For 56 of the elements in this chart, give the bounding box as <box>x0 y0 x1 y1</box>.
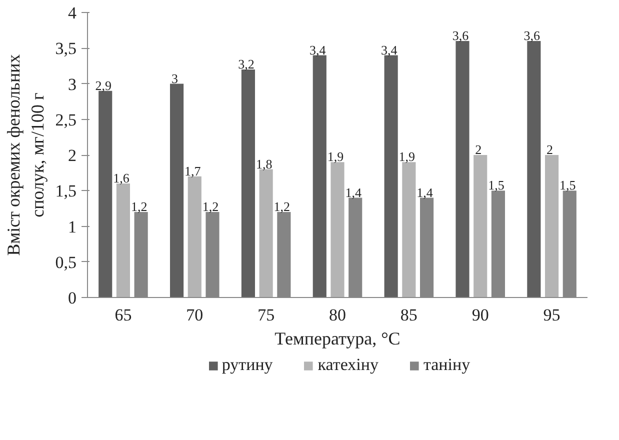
y-axis-title: Вміст окремих фенольних сполук, мг/100 г <box>3 54 48 256</box>
x-tick-label: 80 <box>329 306 346 324</box>
bar <box>241 70 255 298</box>
data-label: 1,2 <box>130 199 148 214</box>
x-tick-label: 85 <box>400 306 418 324</box>
y-tick-label: 3 <box>68 74 76 94</box>
bar <box>98 90 112 298</box>
data-label: 2 <box>546 142 554 157</box>
bar <box>384 55 398 298</box>
x-tick-label: 90 <box>472 306 489 324</box>
data-label: 3,6 <box>452 28 470 43</box>
bar <box>474 155 488 298</box>
data-label: 2 <box>475 142 482 157</box>
data-label: 1,4 <box>416 184 434 200</box>
x-tick-label: 65 <box>114 306 132 324</box>
y-tick-label: 4 <box>68 4 77 22</box>
data-label: 1,9 <box>398 149 416 164</box>
data-label: 3,6 <box>524 28 541 43</box>
bar <box>170 84 184 298</box>
data-label: 1,2 <box>202 199 219 214</box>
y-tick-label: 0 <box>68 288 76 308</box>
bar <box>456 41 470 298</box>
data-label: 3 <box>172 70 178 86</box>
y-tick-label: 3,5 <box>55 39 76 58</box>
data-label: 1,8 <box>256 156 272 172</box>
data-label: 1,7 <box>184 163 202 178</box>
y-tick-label: 2,5 <box>55 110 76 130</box>
data-label: 1,9 <box>327 149 344 164</box>
bar <box>545 155 559 298</box>
bar <box>527 41 541 298</box>
x-tick-label: 95 <box>543 306 560 324</box>
data-label: 1,5 <box>560 178 576 193</box>
x-tick-label: 75 <box>258 306 275 324</box>
y-tick-label: 1 <box>68 217 76 236</box>
legend-label: таніну <box>423 355 470 375</box>
y-tick-label: 1,5 <box>55 182 76 201</box>
data-label: 2,9 <box>95 78 112 93</box>
legend-label: рутину <box>222 355 273 375</box>
bar <box>312 55 326 298</box>
bar <box>330 162 344 298</box>
bar <box>188 176 202 298</box>
y-tick-label: 2 <box>68 146 76 165</box>
data-label: 1,4 <box>345 184 362 200</box>
data-label: 1,2 <box>274 199 290 214</box>
data-label: 3,4 <box>310 42 326 58</box>
x-axis-title: Температура, °C <box>274 328 400 348</box>
bar <box>259 169 273 298</box>
data-label: 1,6 <box>113 170 130 186</box>
data-label: 3,2 <box>238 56 254 72</box>
data-label: 3,4 <box>380 42 398 58</box>
bar <box>116 184 130 298</box>
data-label: 1,5 <box>488 178 504 193</box>
y-tick-label: 0,5 <box>55 252 76 272</box>
bar <box>402 162 416 298</box>
legend-label: катехіну <box>318 355 378 375</box>
x-tick-label: 70 <box>186 306 204 324</box>
